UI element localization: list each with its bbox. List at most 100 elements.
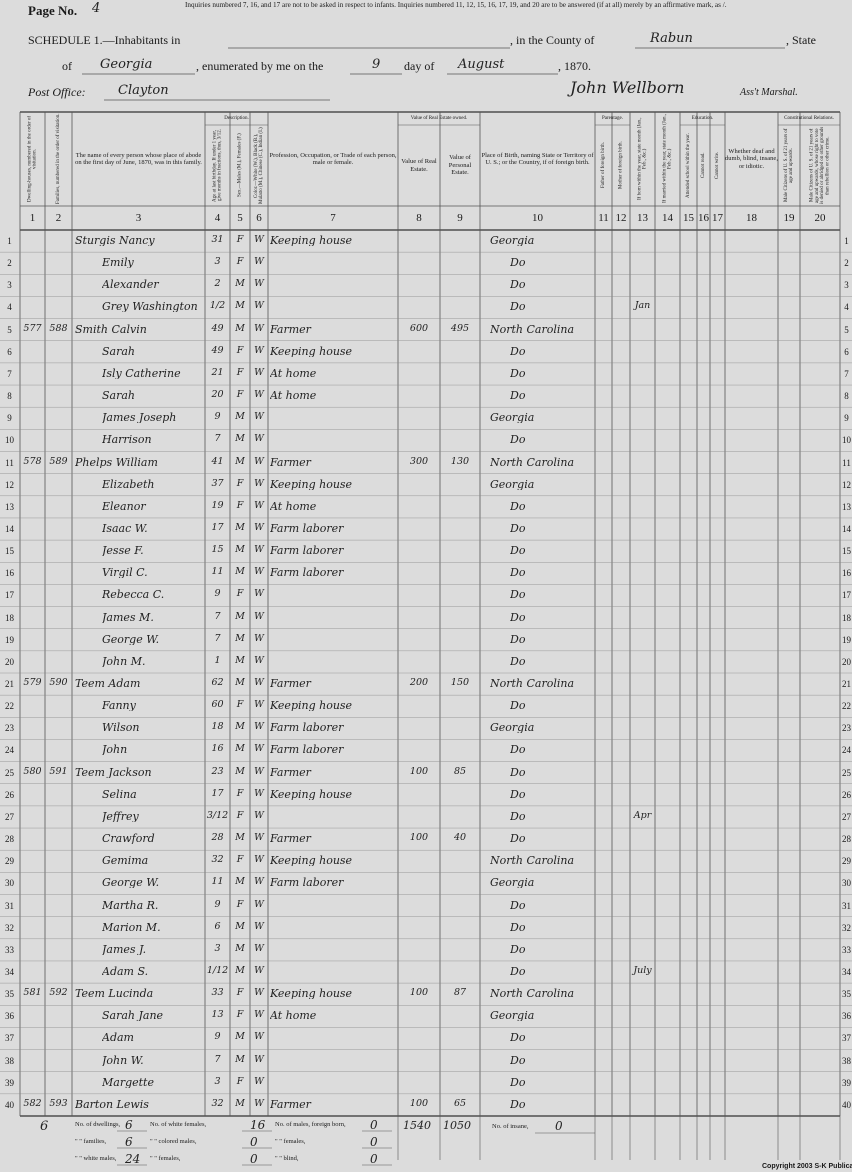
line-number: 6 (7, 346, 12, 357)
entry-color: W (254, 899, 264, 909)
line-number: 7 (844, 368, 849, 379)
entry-name: George W. (102, 877, 160, 889)
column-number: 5 (237, 212, 243, 224)
entry-personal-estate: 150 (450, 678, 470, 688)
line-number: 40 (5, 1099, 14, 1110)
entry-age: 1 (214, 655, 221, 666)
line-number: 14 (842, 523, 851, 534)
entry-age: 9 (214, 899, 221, 909)
instructions: Inquiries numbered 7, 16, and 17 are not… (185, 1, 727, 9)
enumerated-label: , enumerated by me on the (196, 59, 324, 73)
entry-age: 3 (214, 257, 221, 267)
entry-age: 49 (211, 345, 224, 356)
entry-age: 1/2 (209, 301, 226, 311)
entry-birthplace: Do (510, 367, 526, 379)
entry-name: Crawford (102, 833, 155, 845)
line-number: 36 (5, 1011, 14, 1022)
entry-birthplace: Do (510, 1098, 526, 1110)
entry-name: Sarah Jane (102, 1010, 164, 1022)
column-header: Age at last birthday. If under 1 year, g… (212, 129, 223, 202)
column-number: 12 (615, 212, 627, 224)
entry-name: Barton Lewis (75, 1098, 149, 1110)
entry-birthplace: Do (510, 567, 526, 579)
copyright: Copyright 2003 S-K Publications (762, 1163, 852, 1170)
column-header: Profession, Occupation, or Trade of each… (269, 151, 397, 166)
line-number: 38 (842, 1055, 851, 1066)
entry-name: John (102, 744, 128, 756)
entry-color: W (254, 345, 264, 356)
group-header: Parentage. (602, 116, 623, 122)
line-number: 29 (5, 856, 14, 867)
line-number: 37 (842, 1033, 851, 1044)
line-number: 4 (7, 302, 12, 313)
footer-label: " " white males, (75, 1155, 117, 1162)
entry-name: Elizabeth (102, 478, 155, 490)
line-number: 16 (842, 568, 851, 579)
line-number: 1 (7, 236, 12, 246)
entry-sex: F (236, 899, 244, 909)
footer-value: 16 (250, 1118, 266, 1132)
column-number: 16 (698, 212, 709, 224)
footer-value: 24 (125, 1152, 141, 1166)
entry-sex: F (236, 478, 244, 489)
entry-color: W (254, 1010, 264, 1020)
entry-color: W (254, 545, 264, 555)
column-header: The name of every person whose place of … (75, 151, 202, 166)
line-number: 4 (844, 302, 849, 313)
line-number: 27 (5, 811, 14, 822)
entry-age: 21 (211, 367, 224, 378)
column-number: 14 (662, 212, 673, 224)
line-number: 5 (7, 324, 12, 335)
state-label: , State (786, 33, 816, 47)
entry-sex: M (235, 877, 245, 887)
line-number: 28 (842, 834, 851, 845)
entry-color: W (254, 522, 264, 533)
entry-age: 32 (211, 1098, 224, 1109)
entry-birthplace: Georgia (490, 877, 535, 889)
entry-color: W (254, 1076, 264, 1087)
entry-sex: M (235, 678, 245, 688)
line-number: 20 (842, 656, 851, 667)
line-number: 33 (842, 944, 851, 955)
entry-sex: F (236, 810, 244, 821)
line-number: 38 (5, 1055, 14, 1066)
entry-color: W (254, 943, 264, 954)
column-header: Cannot write. (714, 151, 720, 180)
column-number: 20 (814, 212, 826, 224)
footer-value: 6 (125, 1135, 133, 1149)
entry-age: 17 (211, 522, 224, 533)
entry-birthplace: Do (510, 766, 526, 778)
month: August (458, 57, 505, 72)
entry-color: W (254, 412, 264, 422)
entry-occupation: Farm laborer (270, 877, 344, 889)
entry-color: W (254, 390, 264, 400)
county-label: , in the County of (510, 33, 595, 47)
entry-age: 17 (211, 788, 224, 799)
entry-sex: M (235, 522, 245, 533)
footer-total: 6 (40, 1119, 49, 1134)
entry-birthplace: Do (510, 943, 526, 955)
entry-name: Teem Lucinda (75, 988, 154, 1000)
entry-color: W (254, 988, 264, 998)
entry-real-estate: 300 (409, 456, 429, 466)
of-label: of (62, 59, 72, 73)
entry-occupation: Keeping house (270, 700, 353, 712)
line-number: 3 (7, 280, 12, 291)
entry-age: 60 (211, 700, 224, 710)
line-number: 9 (7, 413, 12, 424)
entry-color: W (254, 567, 264, 577)
entry-age: 16 (211, 744, 224, 754)
entry-occupation: At home (270, 367, 317, 379)
entry-name: Teem Jackson (75, 766, 152, 778)
page-label: Page No. (28, 3, 78, 18)
entry-birthplace: Georgia (490, 1010, 535, 1022)
entry-color: W (254, 877, 264, 887)
entry-sex: M (235, 655, 245, 666)
line-number: 27 (842, 811, 851, 822)
entry-age: 15 (211, 545, 224, 555)
entry-color: W (254, 965, 264, 976)
column-header: Father of foreign birth. (600, 142, 606, 189)
column-header: Male Citizens of U. S. of 21 years of ag… (783, 128, 794, 203)
line-number: 15 (5, 546, 14, 557)
